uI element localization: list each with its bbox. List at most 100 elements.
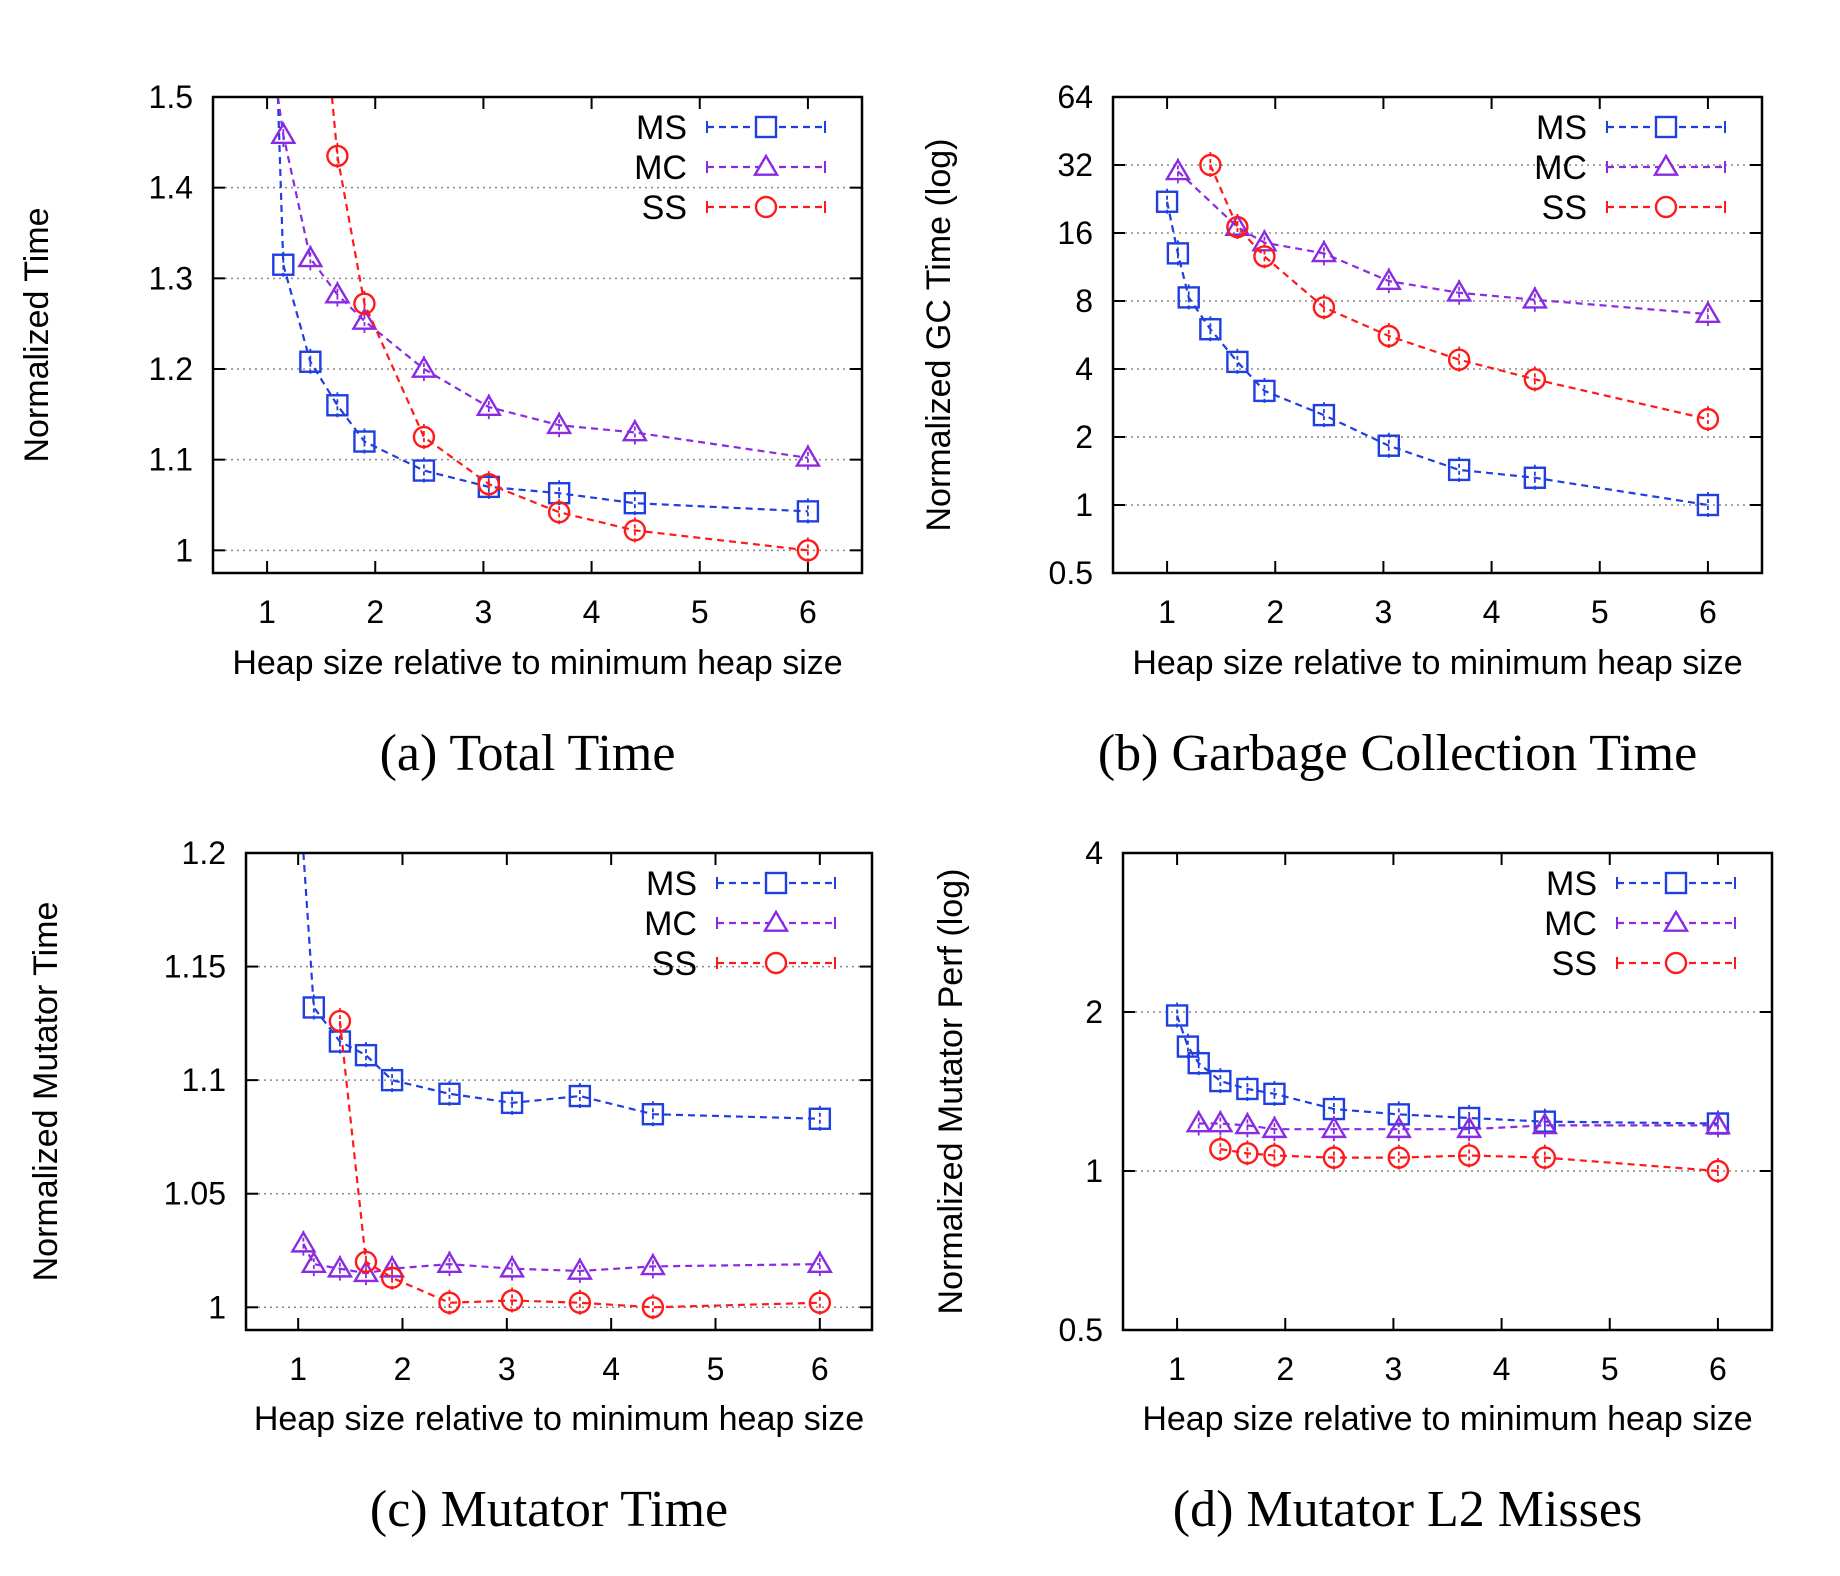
series-ss (1209, 1136, 1730, 1184)
data-point (1165, 1004, 1189, 1027)
legend-marker (1652, 153, 1680, 176)
data-point (1375, 267, 1402, 290)
x-tick-label: 1 (289, 1351, 307, 1387)
data-point (1533, 1110, 1557, 1133)
legend-marker (764, 951, 788, 975)
legend-label-ms: MS (636, 109, 687, 147)
x-tick-label: 6 (1709, 1351, 1727, 1387)
data-point (354, 1250, 378, 1274)
legend-label-ss: SS (652, 945, 697, 983)
data-point (324, 281, 351, 304)
x-axis-label: Heap size relative to minimum heap size (232, 644, 842, 682)
x-tick-label: 4 (1493, 1351, 1511, 1387)
data-point (808, 1291, 832, 1314)
x-tick-label: 2 (394, 1351, 412, 1387)
x-tick-label: 5 (1591, 594, 1609, 630)
series-ss (1199, 152, 1720, 433)
data-point (302, 996, 326, 1019)
series-line (338, 1020, 820, 1309)
data-point (1185, 1110, 1212, 1133)
data-point (1251, 229, 1278, 252)
data-point (1447, 348, 1471, 371)
x-tick-label: 6 (811, 1351, 829, 1387)
y-tick-label: 1.1 (149, 442, 193, 478)
legend-label-mc: MC (644, 905, 697, 943)
series-mc (1164, 157, 1722, 328)
series-line (276, 97, 808, 513)
panel-caption: (b) Garbage Collection Time (1098, 725, 1697, 782)
legend-marker (754, 115, 778, 139)
data-point (1696, 493, 1720, 517)
data-point (1155, 190, 1179, 213)
data-point (1531, 1112, 1558, 1135)
data-point (500, 1289, 524, 1312)
series-ss (326, 97, 820, 564)
legend-marker (762, 909, 790, 932)
x-tick-label: 4 (602, 1351, 620, 1387)
data-point (1236, 1142, 1259, 1165)
data-point (1523, 466, 1547, 489)
panel-caption: (a) Total Time (380, 725, 676, 782)
legend-marker (752, 153, 780, 176)
data-point (1226, 350, 1249, 374)
legend-marker (1654, 115, 1678, 139)
data-point (566, 1257, 593, 1280)
x-axis-label: Heap size relative to minimum heap size (1132, 644, 1742, 682)
data-point (438, 1291, 461, 1314)
data-point (299, 350, 322, 373)
x-tick-label: 2 (366, 594, 384, 630)
series-ms (1165, 1002, 1730, 1137)
series-line (302, 853, 820, 1120)
y-tick-label: 4 (1085, 835, 1103, 871)
y-tick-label: 1.3 (149, 260, 193, 296)
data-point (328, 1009, 352, 1033)
y-tick-label: 1.1 (182, 1062, 226, 1098)
series-line (1209, 164, 1709, 421)
data-point (1209, 1069, 1232, 1093)
x-axis-label: Heap size relative to minimum heap size (1142, 1400, 1752, 1438)
data-point (796, 500, 820, 523)
y-tick-label: 64 (1057, 79, 1093, 115)
x-tick-label: 6 (1699, 594, 1717, 630)
data-point (1694, 300, 1722, 323)
data-point (1310, 240, 1338, 263)
series-line (330, 97, 809, 552)
data-point (1456, 1115, 1483, 1139)
y-tick-label: 4 (1075, 351, 1093, 387)
data-point (351, 307, 378, 330)
data-point (1385, 1115, 1412, 1139)
series-mc (270, 97, 822, 471)
data-point (1177, 286, 1200, 309)
data-point (1263, 1144, 1286, 1167)
data-point (639, 1253, 666, 1276)
panel-caption: (c) Mutator Time (370, 1481, 728, 1538)
y-tick-label: 1.2 (149, 351, 193, 387)
data-point (1446, 279, 1473, 302)
data-point (1377, 324, 1401, 348)
x-tick-label: 3 (1385, 1351, 1403, 1387)
data-point (1209, 1137, 1232, 1161)
series-line (1166, 201, 1709, 507)
legend-label-ms: MS (646, 865, 697, 903)
series-line (1176, 1015, 1718, 1125)
data-point (410, 355, 438, 378)
legend-label-ss: SS (1542, 189, 1587, 227)
data-point (438, 1082, 461, 1105)
x-tick-label: 3 (475, 594, 493, 630)
data-point (270, 121, 297, 144)
y-tick-label: 2 (1085, 994, 1103, 1030)
x-tick-label: 2 (1266, 594, 1284, 630)
data-point (498, 1255, 526, 1278)
data-point (1696, 407, 1720, 431)
series-mc (1185, 1110, 1732, 1143)
legend-label-ss: SS (642, 189, 687, 227)
x-axis-label: Heap size relative to minimum heap size (254, 1400, 864, 1438)
data-point (1226, 215, 1249, 239)
y-tick-label: 32 (1057, 147, 1093, 183)
data-point (354, 1043, 378, 1067)
data-point (272, 253, 295, 276)
data-point (326, 144, 349, 168)
